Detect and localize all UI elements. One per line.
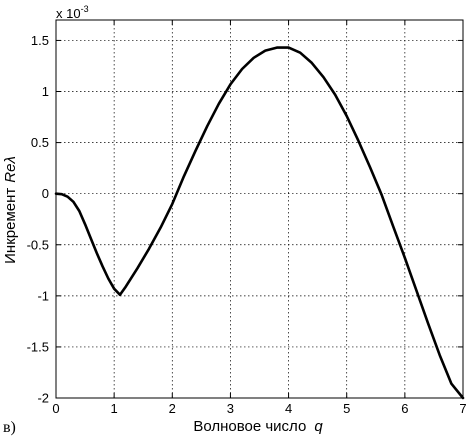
y-tick-label: 1 xyxy=(42,84,49,99)
x-tick-label: 2 xyxy=(169,401,176,416)
x-tick-label: 7 xyxy=(459,401,466,416)
x-tick-label: 6 xyxy=(401,401,408,416)
y-tick-labels: 1.5 1 0.5 0 -0.5 -1 -1.5 -2 xyxy=(27,33,49,406)
x-axis-label: Волновое число q xyxy=(193,418,323,435)
x-tick-label: 0 xyxy=(52,401,59,416)
panel-label: в) xyxy=(3,419,16,436)
x-tick-label: 5 xyxy=(343,401,350,416)
x-tick-label: 4 xyxy=(285,401,292,416)
y-tick-label: -1.5 xyxy=(27,339,49,354)
y-tick-label: 0 xyxy=(42,186,49,201)
x-tick-label: 3 xyxy=(227,401,234,416)
y-tick-label: -1 xyxy=(37,288,49,303)
y-tick-label: -0.5 xyxy=(27,237,49,252)
y-axis-label: ИнкрементReλ xyxy=(2,156,19,264)
plot-area-frame xyxy=(55,19,464,399)
y-tick-label: 0.5 xyxy=(31,135,49,150)
y-tick-label: 1.5 xyxy=(31,33,49,48)
x-tick-label: 1 xyxy=(111,401,118,416)
y-scale-multiplier: x 10-3 xyxy=(56,4,89,21)
y-tick-label: -2 xyxy=(37,391,49,406)
x-tick-labels: 0 1 2 3 4 5 6 7 xyxy=(52,401,466,416)
series-line xyxy=(54,46,465,400)
tick-marks xyxy=(55,20,464,399)
grid-lines xyxy=(56,20,463,398)
